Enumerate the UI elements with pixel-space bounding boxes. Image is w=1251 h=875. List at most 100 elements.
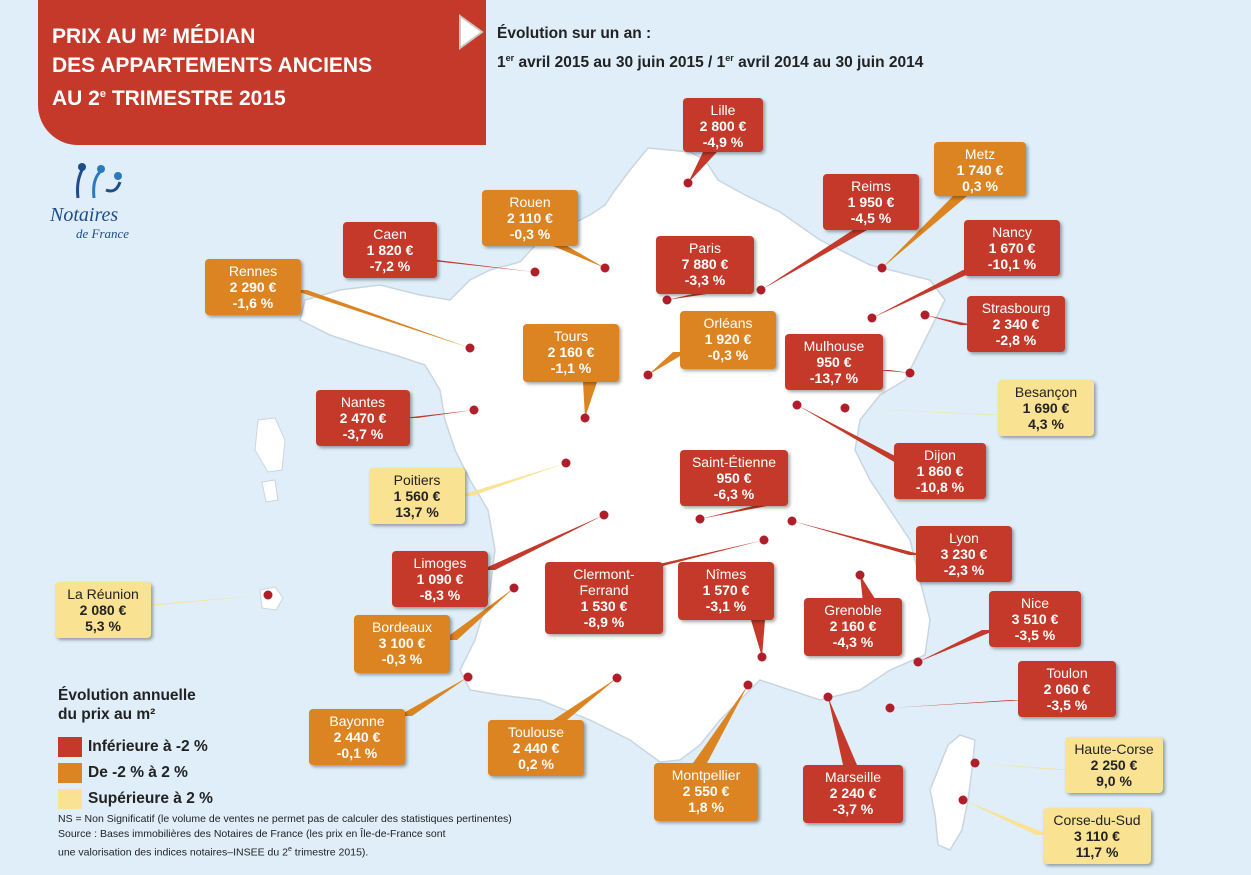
city-name: Caen xyxy=(373,226,407,242)
city-price: 2 800 € xyxy=(699,118,747,134)
city-dot-mulhouse xyxy=(905,368,915,378)
city-dots xyxy=(263,178,980,805)
city-name: Lyon xyxy=(949,530,979,546)
city-label-nantes: Nantes 2 470 € -3,7 % xyxy=(316,390,410,446)
city-label-la-reunion: La Réunion 2 080 €5,3 % xyxy=(55,582,151,638)
city-dot-haute-corse xyxy=(970,758,980,768)
leader-tours xyxy=(583,382,597,418)
city-evolution: 9,0 % xyxy=(1096,773,1132,789)
leader-dijon xyxy=(797,405,922,470)
leader-caen xyxy=(423,260,535,272)
city-label-grenoble: Grenoble 2 160 € -4,3 % xyxy=(804,598,902,656)
city-evolution: -3,7 % xyxy=(342,426,384,442)
city-price: 3 110 € xyxy=(1074,828,1120,844)
city-dot-rennes xyxy=(465,343,475,353)
city-price: 1 530 € xyxy=(580,598,628,614)
leader-la-reunion xyxy=(144,595,268,605)
city-name: Paris xyxy=(689,240,721,256)
city-price: 1 950 € xyxy=(847,194,895,210)
leader-bayonne xyxy=(398,677,468,716)
city-label-orleans: Orléans 1 920 € -0,3 % xyxy=(680,311,776,369)
city-evolution: -4,9 % xyxy=(702,134,744,150)
city-name: Montpellier xyxy=(671,767,741,783)
city-label-haute-corse: Haute-Corse 2 250 €9,0 % xyxy=(1065,737,1163,793)
notaires-logo-icon xyxy=(76,163,122,199)
city-label-mulhouse: Mulhouse 950 € -13,7 % xyxy=(785,334,883,390)
city-price: 1 570 € xyxy=(702,582,750,598)
city-label-clermont-ferrand: Clermont-Ferrand 1 530 € -8,9 % xyxy=(545,562,663,634)
city-dot-la-reunion xyxy=(263,590,273,600)
city-evolution: -4,3 % xyxy=(832,634,874,650)
leader-lille xyxy=(688,152,717,183)
city-evolution: 0,2 % xyxy=(518,756,554,772)
city-dot-limoges xyxy=(599,510,609,520)
title-line-1: PRIX AU M² MÉDIAN xyxy=(52,25,256,48)
city-evolution: -2,3 % xyxy=(943,562,985,578)
leader-lines xyxy=(144,152,1072,835)
city-price: 2 160 € xyxy=(829,618,877,634)
legend-title: Évolution annuelle du prix au m² xyxy=(58,686,196,724)
leader-grenoble xyxy=(860,575,877,602)
leader-toulouse xyxy=(553,678,617,720)
city-evolution: -0,1 % xyxy=(336,745,378,761)
note-source-1: Source : Bases immobilières des Notaires… xyxy=(58,828,446,840)
city-price: 1 860 € xyxy=(916,463,964,479)
city-label-rouen: Rouen 2 110 € -0,3 % xyxy=(482,190,578,246)
city-price: 2 080 € xyxy=(79,602,127,618)
city-evolution: -1,6 % xyxy=(232,295,274,311)
leader-saint-etienne xyxy=(700,506,767,519)
city-name: Rennes xyxy=(228,263,278,279)
city-label-bordeaux: Bordeaux 3 100 € -0,3 % xyxy=(354,615,450,673)
city-price: 2 440 € xyxy=(512,740,560,756)
note-source-2: une valorisation des indices notaires–IN… xyxy=(58,846,369,859)
city-evolution: -10,8 % xyxy=(915,479,965,495)
city-label-toulouse: Toulouse 2 440 €0,2 % xyxy=(488,720,584,776)
city-name: Tours xyxy=(553,328,589,344)
leader-lyon xyxy=(792,521,923,555)
leader-toulon xyxy=(890,700,1025,708)
city-label-besancon: Besançon 1 690 €4,3 % xyxy=(998,380,1094,436)
city-dot-nancy xyxy=(867,313,877,323)
city-name: Mulhouse xyxy=(803,338,865,354)
city-evolution: 0,3 % xyxy=(962,178,998,194)
city-price: 2 440 € xyxy=(333,729,381,745)
city-name: La Réunion xyxy=(67,586,139,602)
city-evolution: -0,3 % xyxy=(381,651,423,667)
leader-poitiers xyxy=(458,463,566,496)
city-dot-corse-du-sud xyxy=(958,795,968,805)
leader-rennes xyxy=(293,290,470,348)
city-evolution: -3,1 % xyxy=(705,598,747,614)
city-name: Metz xyxy=(964,146,996,162)
leader-marseille xyxy=(828,697,857,765)
city-name: Saint-Étienne xyxy=(691,454,777,470)
notaires-logo: Notaires de France xyxy=(50,160,150,241)
city-label-corse-du-sud: Corse-du-Sud 3 110 €11,7 % xyxy=(1043,808,1151,864)
city-label-caen: Caen 1 820 € -7,2 % xyxy=(343,222,437,278)
leader-nimes xyxy=(751,620,765,657)
note-ns: NS = Non Significatif (le volume de vent… xyxy=(58,813,512,825)
city-price: 2 290 € xyxy=(229,279,277,295)
city-dot-marseille xyxy=(823,692,833,702)
city-evolution: -4,5 % xyxy=(850,210,892,226)
city-price: 1 740 € xyxy=(956,162,1004,178)
city-name: Rouen xyxy=(509,194,551,210)
city-evolution: -7,2 % xyxy=(369,258,411,274)
oleron-shape xyxy=(261,479,279,503)
leader-corse-du-sud xyxy=(963,800,1050,835)
logo-subname: de France xyxy=(76,226,130,241)
city-label-nimes: Nîmes 1 570 € -3,1 % xyxy=(678,562,774,620)
city-dot-lyon xyxy=(787,516,797,526)
city-label-strasbourg: Strasbourg 2 340 € -2,8 % xyxy=(967,296,1065,352)
play-arrow-icon xyxy=(459,14,484,50)
city-name: Lille xyxy=(710,102,736,118)
city-price: 1 560 € xyxy=(393,488,441,504)
subtitle-line-1: Évolution sur un an : xyxy=(497,25,652,42)
city-label-toulon: Toulon 2 060 € -3,5 % xyxy=(1018,661,1116,717)
city-dot-montpellier xyxy=(743,680,753,690)
city-evolution: -6,3 % xyxy=(713,486,755,502)
city-name: Nancy xyxy=(992,224,1032,240)
city-price: 1 090 € xyxy=(416,571,464,587)
city-price: 3 100 € xyxy=(378,635,426,651)
city-price: 1 820 € xyxy=(366,242,414,258)
